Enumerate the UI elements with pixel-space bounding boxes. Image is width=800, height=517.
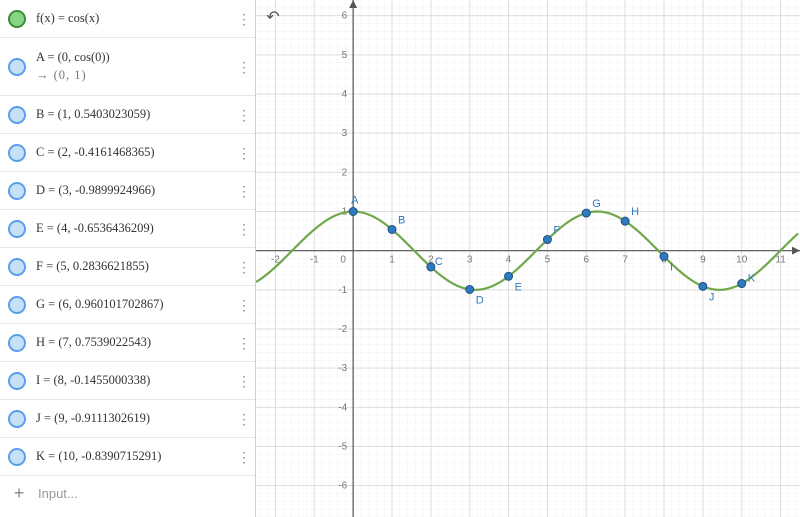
expression-sidebar: f(x) = cos(x) A = (0, cos(0)) → (0, 1) B… (0, 0, 256, 517)
row-menu-icon[interactable] (237, 189, 251, 193)
point-row-K[interactable]: K = (10, -0.8390715291) (0, 438, 255, 476)
function-expression: f(x) = cos(x) (36, 10, 237, 28)
point-K-expression: K = (10, -0.8390715291) (36, 448, 237, 466)
svg-text:B: B (398, 215, 405, 227)
visibility-toggle-A[interactable] (8, 58, 26, 76)
point-G-expression: G = (6, 0.960101702867) (36, 296, 237, 314)
point-row-E[interactable]: E = (4, -0.6536436209) (0, 210, 255, 248)
visibility-toggle-C[interactable] (8, 144, 26, 162)
point-row-J[interactable]: J = (9, -0.9111302619) (0, 400, 255, 438)
point-row-A[interactable]: A = (0, cos(0)) → (0, 1) (0, 38, 255, 96)
undo-button[interactable]: ↶ (262, 6, 284, 28)
svg-text:-1: -1 (310, 255, 319, 266)
visibility-toggle-K[interactable] (8, 448, 26, 466)
svg-text:K: K (748, 273, 756, 285)
svg-text:D: D (476, 294, 484, 306)
row-menu-icon[interactable] (237, 417, 251, 421)
svg-text:H: H (631, 206, 639, 218)
undo-icon: ↶ (266, 7, 279, 27)
point-B-expression: B = (1, 0.5403023059) (36, 106, 237, 124)
svg-text:7: 7 (622, 255, 628, 266)
function-row[interactable]: f(x) = cos(x) (0, 0, 255, 38)
svg-text:-5: -5 (338, 442, 347, 453)
row-menu-icon[interactable] (237, 65, 251, 69)
svg-text:-2: -2 (338, 324, 347, 335)
visibility-toggle-B[interactable] (8, 106, 26, 124)
visibility-toggle-I[interactable] (8, 372, 26, 390)
svg-text:I: I (670, 261, 673, 273)
svg-text:9: 9 (700, 255, 706, 266)
svg-text:4: 4 (506, 255, 512, 266)
svg-text:5: 5 (342, 50, 348, 61)
visibility-toggle-H[interactable] (8, 334, 26, 352)
point-H-expression: H = (7, 0.7539022543) (36, 334, 237, 352)
visibility-toggle-J[interactable] (8, 410, 26, 428)
point-C-expression: C = (2, -0.4161468365) (36, 144, 237, 162)
point-row-C[interactable]: C = (2, -0.4161468365) (0, 134, 255, 172)
svg-text:3: 3 (467, 255, 473, 266)
svg-text:-1: -1 (338, 285, 347, 296)
svg-text:6: 6 (584, 255, 590, 266)
svg-text:C: C (435, 256, 443, 268)
row-menu-icon[interactable] (237, 341, 251, 345)
row-menu-icon[interactable] (237, 379, 251, 383)
point-row-B[interactable]: B = (1, 0.5403023059) (0, 96, 255, 134)
visibility-toggle-G[interactable] (8, 296, 26, 314)
graph-canvas[interactable]: ↶ -2-101234567891011-6-5-4-3-2-1123456AB… (256, 0, 800, 517)
svg-text:0: 0 (340, 255, 346, 266)
svg-text:4: 4 (342, 89, 348, 100)
point-I-expression: I = (8, -0.1455000338) (36, 372, 237, 390)
point-J-expression: J = (9, -0.9111302619) (36, 410, 237, 428)
svg-text:A: A (351, 195, 359, 207)
point-row-I[interactable]: I = (8, -0.1455000338) (0, 362, 255, 400)
row-menu-icon[interactable] (237, 113, 251, 117)
point-A-expression: A = (0, cos(0)) → (0, 1) (36, 49, 237, 84)
svg-text:-6: -6 (338, 481, 347, 492)
point-D-expression: D = (3, -0.9899924966) (36, 182, 237, 200)
plot-svg: -2-101234567891011-6-5-4-3-2-1123456ABCD… (256, 0, 800, 517)
svg-text:F: F (553, 225, 560, 237)
svg-text:5: 5 (545, 255, 551, 266)
point-row-H[interactable]: H = (7, 0.7539022543) (0, 324, 255, 362)
add-expression-row[interactable]: + Input... (0, 476, 255, 510)
point-E-expression: E = (4, -0.6536436209) (36, 220, 237, 238)
svg-text:3: 3 (342, 128, 348, 139)
svg-text:-3: -3 (338, 363, 347, 374)
row-menu-icon[interactable] (237, 227, 251, 231)
point-A-def: A = (0, cos(0)) (36, 49, 237, 67)
point-A-result: → (0, 1) (36, 67, 237, 85)
svg-text:J: J (709, 291, 715, 303)
visibility-toggle-f[interactable] (8, 10, 26, 28)
visibility-toggle-F[interactable] (8, 258, 26, 276)
svg-text:E: E (515, 281, 522, 293)
row-menu-icon[interactable] (237, 303, 251, 307)
svg-text:6: 6 (342, 11, 348, 22)
point-row-G[interactable]: G = (6, 0.960101702867) (0, 286, 255, 324)
add-icon[interactable]: + (10, 484, 28, 502)
visibility-toggle-D[interactable] (8, 182, 26, 200)
point-row-D[interactable]: D = (3, -0.9899924966) (0, 172, 255, 210)
point-row-F[interactable]: F = (5, 0.2836621855) (0, 248, 255, 286)
row-menu-icon[interactable] (237, 151, 251, 155)
svg-text:10: 10 (736, 255, 748, 266)
point-F-expression: F = (5, 0.2836621855) (36, 258, 237, 276)
svg-text:2: 2 (342, 167, 348, 178)
svg-text:11: 11 (775, 255, 786, 266)
svg-text:G: G (592, 198, 601, 210)
row-menu-icon[interactable] (237, 265, 251, 269)
svg-text:-4: -4 (338, 402, 347, 413)
input-placeholder: Input... (38, 486, 78, 501)
row-menu-icon[interactable] (237, 17, 251, 21)
svg-text:1: 1 (389, 255, 395, 266)
row-menu-icon[interactable] (237, 455, 251, 459)
visibility-toggle-E[interactable] (8, 220, 26, 238)
